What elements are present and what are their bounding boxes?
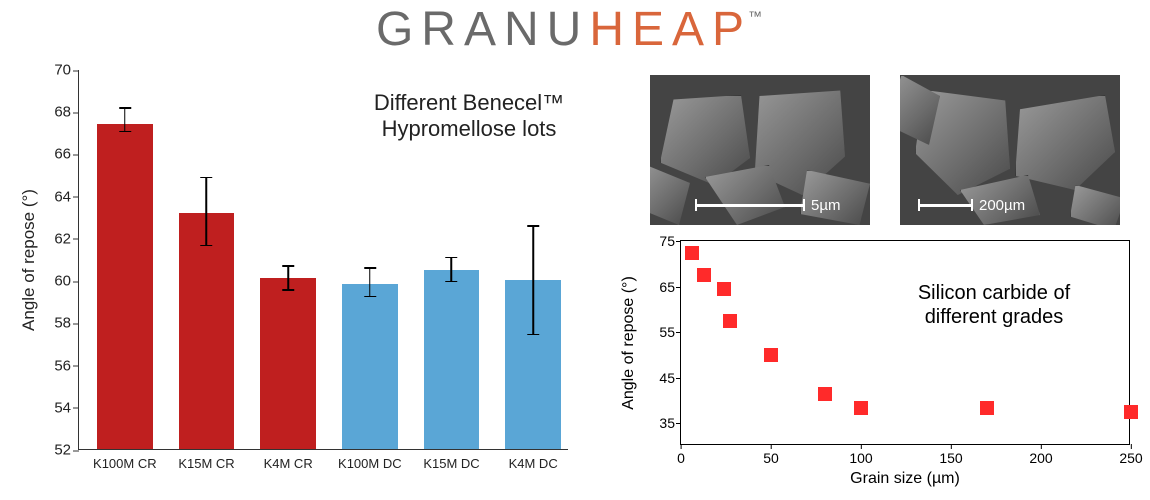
bar-chart-xlabel: K15M CR — [166, 456, 248, 471]
bar-chart-errorbar — [369, 267, 371, 297]
bar-chart-bar — [342, 284, 398, 449]
bar-chart-ytick: 66 — [39, 146, 71, 163]
scatter-chart-point — [685, 246, 699, 260]
sem-grain — [1015, 95, 1115, 190]
scatter-chart-ytick: 35 — [645, 415, 675, 431]
bar-chart-ytick: 70 — [39, 62, 71, 79]
bar-chart-title-line1: Different Benecel™ — [374, 90, 564, 115]
scatter-chart-xtick: 200 — [1029, 450, 1052, 466]
logo-tm: ™ — [748, 8, 770, 24]
scatter-chart-xtick: 250 — [1119, 450, 1142, 466]
scatter-chart-point — [818, 387, 832, 401]
sem-scalebar-label: 5µm — [811, 197, 840, 214]
scatter-chart-point — [1124, 405, 1138, 419]
scatter-chart-title-line2: different grades — [925, 306, 1064, 328]
scatter-chart-title-line1: Silicon carbide of — [918, 282, 1070, 304]
bar-chart-ytick: 62 — [39, 230, 71, 247]
scatter-chart-xlabel: Grain size (µm) — [850, 470, 960, 488]
bar-chart-bar — [179, 213, 235, 449]
bar-chart-ytick: 52 — [39, 442, 71, 459]
sem-scalebar: 5µm — [695, 195, 840, 215]
bar-chart-xlabel: K100M CR — [84, 456, 166, 471]
bar-chart-xlabel: K4M DC — [492, 456, 574, 471]
scatter-chart-xtick: 0 — [677, 450, 685, 466]
bar-chart-bar — [424, 270, 480, 449]
scatter-chart-xtick: 100 — [849, 450, 872, 466]
bar-chart-ytick: 56 — [39, 357, 71, 374]
scatter-chart-ytick: 75 — [645, 233, 675, 249]
sem-images: 5µm 200µm — [640, 75, 1130, 225]
bar-chart-ytick: 58 — [39, 315, 71, 332]
bar-chart-title: Different Benecel™ Hypromellose lots — [339, 90, 599, 143]
scatter-chart-point — [980, 401, 994, 415]
bar-chart-bar — [505, 280, 561, 449]
bar-chart-plot: Angle of repose (°) Different Benecel™ H… — [78, 70, 568, 450]
bar-chart-title-line2: Hypromellose lots — [382, 116, 557, 141]
bar-chart-errorbar — [206, 177, 208, 247]
bar-chart-errorbar — [287, 265, 289, 290]
scatter-chart-xtick: 150 — [939, 450, 962, 466]
scatter-chart-point — [764, 348, 778, 362]
scatter-chart-ytick: 45 — [645, 370, 675, 386]
scatter-chart-xtick: 50 — [763, 450, 779, 466]
bar-chart-errorbar — [451, 257, 453, 282]
scatter-chart-point — [697, 268, 711, 282]
scatter-chart-ytick: 65 — [645, 279, 675, 295]
bar-chart-xlabel: K100M DC — [329, 456, 411, 471]
bar-chart-xlabel: K4M CR — [247, 456, 329, 471]
bar-chart-ytick: 54 — [39, 399, 71, 416]
brand-logo: GRANUHEAP™ — [0, 2, 1150, 57]
sem-scalebar-label: 200µm — [979, 197, 1025, 214]
bar-chart-errorbar — [532, 225, 534, 335]
bar-chart-bar — [260, 278, 316, 449]
bar-chart-xlabel: K15M DC — [411, 456, 493, 471]
scatter-chart-ytick: 55 — [645, 324, 675, 340]
logo-part2: HEAP — [589, 3, 752, 56]
sem-image: 200µm — [900, 75, 1120, 225]
bar-chart-ytick: 68 — [39, 104, 71, 121]
scatter-chart-point — [854, 401, 868, 415]
bar-chart-ylabel: Angle of repose (°) — [19, 189, 39, 331]
sem-scalebar-line — [695, 204, 805, 207]
scatter-chart: Angle of repose (°) Grain size (µm) Sili… — [610, 232, 1140, 492]
logo-part1: GRANU — [376, 3, 589, 56]
scatter-chart-point — [723, 314, 737, 328]
scatter-chart-plot: Angle of repose (°) Grain size (µm) Sili… — [680, 240, 1130, 445]
sem-grain — [650, 165, 690, 225]
sem-grain — [1070, 185, 1120, 225]
scatter-chart-ylabel: Angle of repose (°) — [620, 276, 638, 410]
bar-chart-ytick: 60 — [39, 273, 71, 290]
bar-chart-bar — [97, 124, 153, 449]
sem-scalebar: 200µm — [918, 195, 1025, 215]
sem-scalebar-line — [918, 204, 973, 207]
bar-chart-ytick: 64 — [39, 188, 71, 205]
scatter-chart-title: Silicon carbide of different grades — [889, 281, 1099, 329]
bar-chart: Angle of repose (°) Different Benecel™ H… — [18, 60, 578, 490]
sem-image: 5µm — [650, 75, 870, 225]
scatter-chart-point — [717, 282, 731, 296]
bar-chart-errorbar — [124, 107, 126, 132]
